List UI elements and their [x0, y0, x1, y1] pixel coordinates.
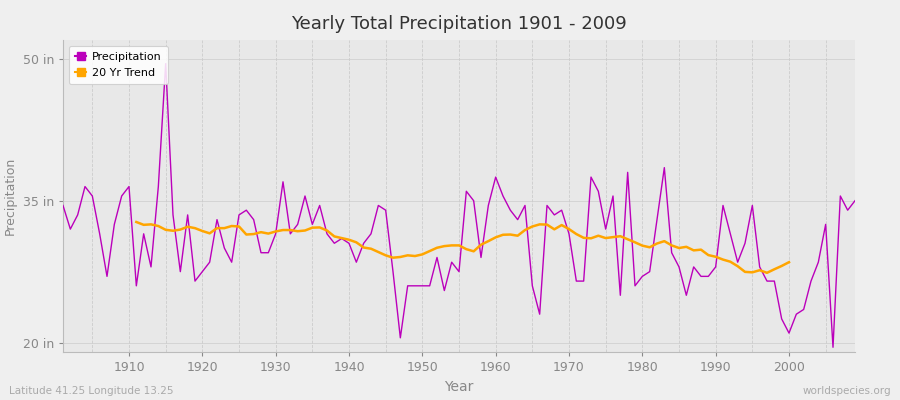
Text: worldspecies.org: worldspecies.org: [803, 386, 891, 396]
Text: Latitude 41.25 Longitude 13.25: Latitude 41.25 Longitude 13.25: [9, 386, 174, 396]
Y-axis label: Precipitation: Precipitation: [4, 157, 17, 235]
X-axis label: Year: Year: [445, 380, 473, 394]
Title: Yearly Total Precipitation 1901 - 2009: Yearly Total Precipitation 1901 - 2009: [291, 15, 627, 33]
Legend: Precipitation, 20 Yr Trend: Precipitation, 20 Yr Trend: [68, 46, 168, 84]
